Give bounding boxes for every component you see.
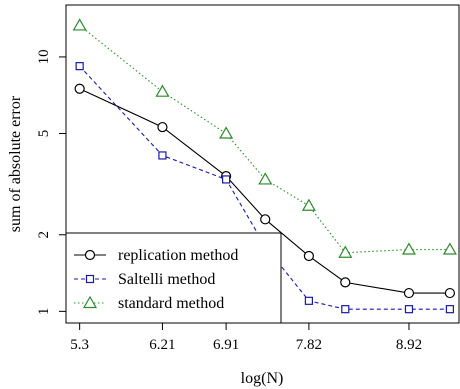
triangle-data-point [155,84,170,97]
triangle-data-point [442,242,457,255]
square-data-point [341,305,350,314]
circle-data-point [74,83,85,94]
legend-label: standard method [118,295,224,312]
square-data-point [445,305,455,314]
legend-label: replication method [118,247,238,264]
axis-layer: 5.3 6.21 6.91 7.82 8.92 1 2 5 10 [36,49,422,353]
circle-data-point [157,121,168,133]
y-tick-label: 1 [36,308,52,316]
square-data-point [304,296,313,305]
triangle-data-point [338,245,353,258]
triangle-series-line [79,24,450,254]
legend-marker [82,295,98,309]
circle-data-point [444,287,456,299]
legend: replication method Saltelli method standar… [65,232,282,324]
square-data-point [158,151,167,160]
x-axis-title: log(N) [241,370,284,387]
x-tick-label: 7.82 [296,337,322,353]
triangle-data-point [72,18,87,31]
square-series-line [79,65,450,310]
triangle-data-point [258,172,273,185]
triangle-data-point [301,198,316,211]
x-tick-label: 6.21 [149,337,175,353]
square-data-point [404,305,414,314]
x-tick-label: 6.91 [213,337,239,353]
circle-series-line [79,88,450,294]
circle-data-point [340,277,351,288]
x-tick-label: 8.92 [396,337,422,353]
triangle-data-point [219,126,234,139]
y-tick-label: 2 [36,231,52,239]
legend-marker [84,249,96,261]
legend-marker [85,274,95,284]
circle-data-point [303,250,314,262]
y-axis-title: sum of absolute error [7,95,24,232]
circle-data-point [260,214,271,225]
square-data-point [75,62,84,71]
square-data-point [222,175,231,184]
triangle-data-point [401,242,416,255]
series-layer [72,18,457,314]
y-tick-label: 10 [36,49,52,64]
legend-label: Saltelli method [118,271,215,288]
circle-data-point [403,287,415,299]
legend-box [65,232,282,324]
x-tick-label: 5.3 [70,337,89,353]
y-tick-label: 5 [36,130,52,138]
